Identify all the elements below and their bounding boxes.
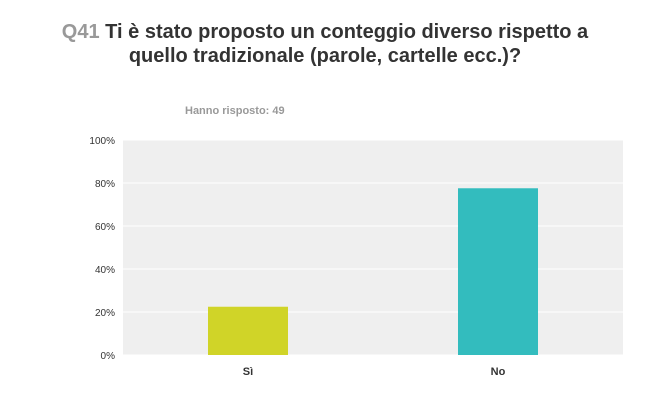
y-tick-label: 60% [95, 222, 115, 233]
question-text: Ti è stato proposto un conteggio diverso… [105, 21, 589, 67]
plot-area [123, 140, 623, 355]
bar-no [458, 188, 538, 355]
question-number: Q41 [61, 21, 100, 43]
y-tick-label: 40% [95, 265, 115, 276]
x-category-label: Sì [243, 366, 253, 378]
chart-title: Q41 Ti è stato proposto un conteggio div… [60, 20, 590, 68]
bars [208, 188, 538, 355]
bar-si [208, 306, 288, 355]
y-tick-label: 0% [101, 351, 116, 362]
y-tick-label: 80% [95, 179, 115, 190]
x-axis-categories: Sì No [243, 366, 506, 378]
y-axis-ticks: 0% 20% 40% 60% 80% 100% [89, 136, 115, 362]
y-tick-label: 20% [95, 308, 115, 319]
gridlines [123, 139, 623, 356]
respondents-count: Hanno risposto: 49 [185, 105, 285, 117]
y-tick-label: 100% [89, 136, 115, 147]
x-category-label: No [491, 366, 506, 378]
